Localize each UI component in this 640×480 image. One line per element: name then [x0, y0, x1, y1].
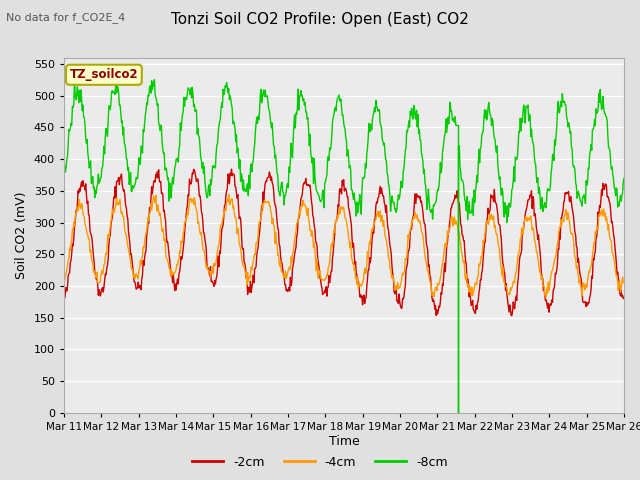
- Text: TZ_soilco2: TZ_soilco2: [70, 68, 138, 81]
- Text: No data for f_CO2E_4: No data for f_CO2E_4: [6, 12, 125, 23]
- Legend: -2cm, -4cm, -8cm: -2cm, -4cm, -8cm: [187, 451, 453, 474]
- Text: Tonzi Soil CO2 Profile: Open (East) CO2: Tonzi Soil CO2 Profile: Open (East) CO2: [171, 12, 469, 27]
- X-axis label: Time: Time: [328, 434, 360, 448]
- Y-axis label: Soil CO2 (mV): Soil CO2 (mV): [15, 192, 28, 279]
